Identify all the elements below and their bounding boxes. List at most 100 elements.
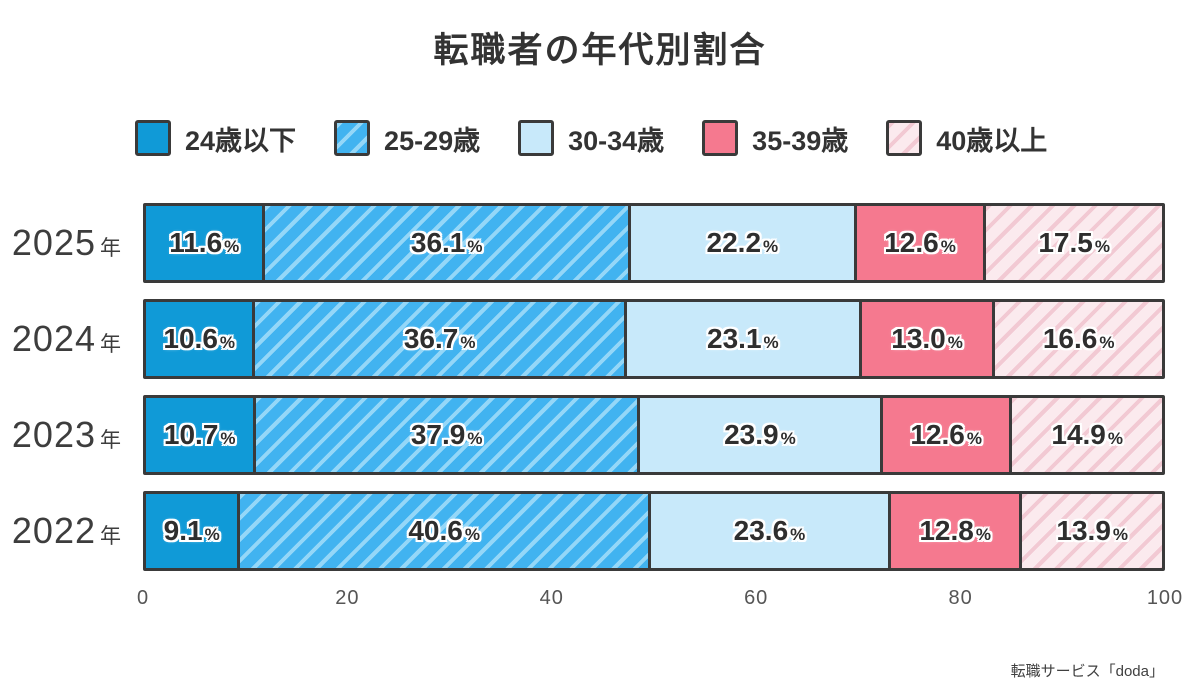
segment-value-label: 22.2% bbox=[707, 227, 779, 259]
source-credit: 転職サービス「doda」 bbox=[1010, 663, 1164, 680]
bar-segment-24歳以下: 10.7% bbox=[146, 398, 254, 472]
bar-segment-25-29歳: 37.9% bbox=[253, 398, 637, 472]
year-label: 2023 年 bbox=[0, 414, 143, 456]
percent-sign: % bbox=[224, 237, 240, 256]
legend-swatch-icon bbox=[518, 120, 555, 156]
percent-sign: % bbox=[467, 237, 483, 256]
segment-value-label: 14.9% bbox=[1051, 419, 1123, 451]
percent-sign: % bbox=[467, 429, 483, 448]
percent-sign: % bbox=[204, 525, 220, 544]
segment-value-number: 13.0 bbox=[891, 323, 946, 354]
year-suffix: 年 bbox=[100, 237, 121, 260]
percent-sign: % bbox=[780, 429, 796, 448]
legend-swatch-icon bbox=[886, 120, 923, 156]
percent-sign: % bbox=[1112, 525, 1129, 544]
percent-sign: % bbox=[220, 429, 236, 448]
bar-segment-40歳以上: 16.6% bbox=[992, 302, 1162, 376]
segment-value-label: 11.6% bbox=[169, 227, 239, 259]
bar-segment-24歳以下: 9.1% bbox=[146, 494, 238, 568]
chart-row-2023年: 2023 年 10.7% 37.9% 23.9% 12.6% 14.9% bbox=[0, 395, 1200, 475]
segment-value-number: 17.5 bbox=[1038, 227, 1093, 258]
segment-value-label: 36.1% bbox=[411, 227, 483, 259]
segment-value-number: 16.6 bbox=[1042, 323, 1098, 354]
stacked-bar: 10.6% 36.7% 23.1% 13.0% 16.6% bbox=[143, 299, 1165, 379]
chart-row-2022年: 2022 年 9.1% 40.6% 23.6% 12.8% 13.9% bbox=[0, 491, 1200, 571]
x-axis-tick-20: 20 bbox=[335, 587, 360, 609]
bar-segment-35-39歳: 12.8% bbox=[887, 494, 1020, 568]
segment-value-number: 12.6 bbox=[884, 227, 939, 258]
segment-value-number: 12.6 bbox=[910, 419, 965, 450]
legend-swatch-icon bbox=[135, 120, 171, 156]
x-axis-tick-60: 60 bbox=[744, 587, 769, 609]
year-suffix: 年 bbox=[100, 333, 121, 356]
segment-value-label: 9.1% bbox=[164, 515, 220, 547]
segment-value-label: 13.9% bbox=[1056, 515, 1128, 547]
legend-swatch-icon bbox=[702, 120, 739, 156]
legend-item-1: 25-29歳 bbox=[334, 119, 480, 158]
bar-segment-30-34歳: 22.2% bbox=[627, 206, 854, 280]
segment-value-label: 17.5% bbox=[1038, 227, 1110, 259]
bar-segment-35-39歳: 13.0% bbox=[858, 302, 993, 376]
bar-segment-25-29歳: 40.6% bbox=[237, 494, 648, 568]
segment-value-number: 23.1 bbox=[707, 323, 762, 354]
segment-value-label: 10.7% bbox=[164, 419, 236, 451]
segment-value-label: 23.1% bbox=[707, 323, 779, 355]
segment-value-number: 23.9 bbox=[724, 419, 779, 450]
percent-sign: % bbox=[975, 525, 991, 544]
bar-segment-24歳以下: 11.6% bbox=[146, 206, 263, 280]
legend-item-2: 30-34歳 bbox=[518, 119, 664, 158]
legend-item-3: 35-39歳 bbox=[702, 119, 848, 158]
segment-value-number: 22.2 bbox=[706, 227, 762, 258]
stacked-bar: 10.7% 37.9% 23.9% 12.6% 14.9% bbox=[143, 395, 1165, 475]
chart-title: 転職者の年代別割合 bbox=[433, 31, 767, 70]
x-axis-tick-40: 40 bbox=[539, 587, 564, 609]
year-label: 2022 年 bbox=[0, 510, 143, 552]
percent-sign: % bbox=[1099, 333, 1115, 352]
segment-value-number: 12.8 bbox=[919, 515, 974, 546]
segment-value-label: 12.6% bbox=[910, 419, 982, 451]
bar-segment-25-29歳: 36.1% bbox=[262, 206, 628, 280]
segment-value-number: 9.1 bbox=[163, 515, 203, 546]
legend-label: 25-29歳 bbox=[384, 125, 481, 156]
segment-value-label: 37.9% bbox=[411, 419, 483, 451]
percent-sign: % bbox=[460, 333, 476, 352]
year-number: 2025 bbox=[11, 222, 96, 263]
segment-value-label: 10.6% bbox=[163, 323, 235, 355]
percent-sign: % bbox=[940, 237, 956, 256]
x-axis: 0 20 40 60 80 100 bbox=[137, 587, 1182, 613]
percent-sign: % bbox=[763, 333, 779, 352]
segment-value-number: 37.9 bbox=[410, 419, 466, 450]
legend-label: 30-34歳 bbox=[568, 125, 665, 156]
legend-label: 35-39歳 bbox=[752, 125, 849, 156]
legend-label: 40歳以上 bbox=[936, 125, 1048, 156]
year-label: 2024 年 bbox=[0, 318, 143, 360]
bar-segment-40歳以上: 14.9% bbox=[1009, 398, 1162, 472]
bar-segment-25-29歳: 36.7% bbox=[252, 302, 624, 376]
legend-swatch-icon bbox=[334, 120, 371, 156]
percent-sign: % bbox=[1094, 237, 1110, 256]
x-axis-tick-100: 100 bbox=[1146, 587, 1184, 609]
percent-sign: % bbox=[219, 333, 236, 352]
segment-value-label: 13.0% bbox=[891, 323, 963, 355]
chart-row-2025年: 2025 年 11.6% 36.1% 22.2% 12.6% 17.5% bbox=[0, 203, 1200, 283]
stacked-bar: 9.1% 40.6% 23.6% 12.8% 13.9% bbox=[143, 491, 1165, 571]
segment-value-number: 36.7 bbox=[403, 323, 459, 354]
year-suffix: 年 bbox=[100, 429, 121, 452]
segment-value-number: 13.9 bbox=[1056, 515, 1111, 546]
percent-sign: % bbox=[966, 429, 982, 448]
stacked-bar: 11.6% 36.1% 22.2% 12.6% 17.5% bbox=[143, 203, 1165, 283]
bar-rows: 2025 年 11.6% 36.1% 22.2% 12.6% 17.5% 2024 年 10.6%… bbox=[0, 203, 1200, 571]
segment-value-number: 10.6 bbox=[163, 323, 218, 354]
segment-value-number: 11.6 bbox=[169, 227, 223, 258]
bar-segment-30-34歳: 23.6% bbox=[647, 494, 888, 568]
segment-value-label: 23.9% bbox=[724, 419, 796, 451]
year-label: 2025 年 bbox=[0, 222, 143, 264]
legend-label: 24歳以下 bbox=[185, 125, 297, 156]
segment-value-number: 14.9 bbox=[1051, 419, 1106, 450]
year-number: 2024 bbox=[11, 318, 96, 359]
percent-sign: % bbox=[464, 525, 480, 544]
segment-value-label: 40.6% bbox=[408, 515, 480, 547]
bar-segment-24歳以下: 10.6% bbox=[146, 302, 253, 376]
year-number: 2023 bbox=[11, 414, 96, 455]
legend-item-0: 24歳以下 bbox=[135, 119, 296, 158]
